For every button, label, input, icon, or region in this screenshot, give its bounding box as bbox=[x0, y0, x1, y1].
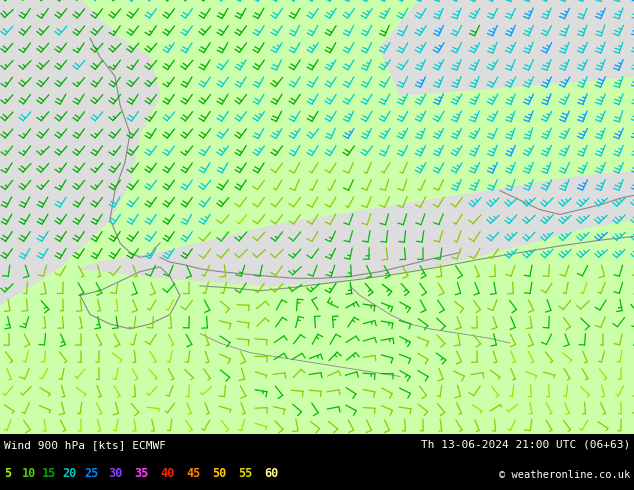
Text: 20: 20 bbox=[62, 467, 76, 480]
Polygon shape bbox=[80, 172, 634, 286]
Text: Th 13-06-2024 21:00 UTC (06+63): Th 13-06-2024 21:00 UTC (06+63) bbox=[421, 440, 630, 450]
Text: 30: 30 bbox=[108, 467, 122, 480]
Text: 40: 40 bbox=[160, 467, 174, 480]
Polygon shape bbox=[0, 0, 140, 305]
Text: 45: 45 bbox=[186, 467, 200, 480]
Text: 55: 55 bbox=[238, 467, 252, 480]
Text: Wind 900 hPa [kts] ECMWF: Wind 900 hPa [kts] ECMWF bbox=[4, 440, 166, 450]
Text: 5: 5 bbox=[4, 467, 11, 480]
Text: 15: 15 bbox=[42, 467, 56, 480]
Text: 25: 25 bbox=[84, 467, 98, 480]
Text: 50: 50 bbox=[212, 467, 226, 480]
Polygon shape bbox=[380, 0, 634, 96]
Text: 35: 35 bbox=[134, 467, 148, 480]
Text: © weatheronline.co.uk: © weatheronline.co.uk bbox=[499, 470, 630, 480]
Text: 60: 60 bbox=[264, 467, 278, 480]
Polygon shape bbox=[0, 0, 160, 210]
Text: 10: 10 bbox=[22, 467, 36, 480]
